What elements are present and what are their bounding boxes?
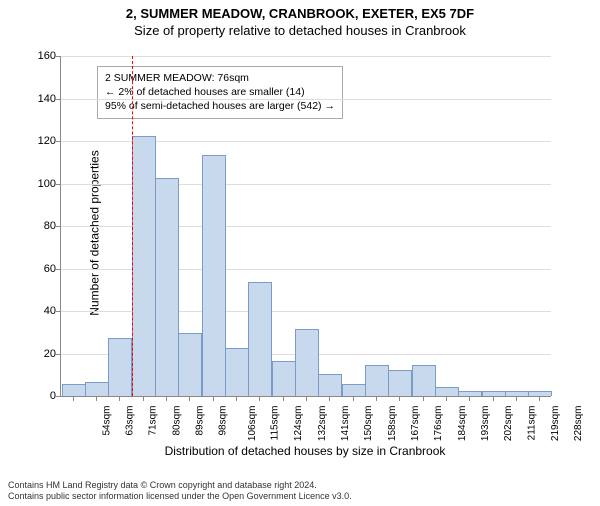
- y-tick: [56, 184, 61, 185]
- x-tick: [96, 396, 97, 401]
- x-tick-label: 150sqm: [363, 406, 374, 442]
- y-tick-label: 40: [26, 305, 56, 317]
- histogram-bar: [85, 382, 109, 396]
- histogram-bar: [108, 338, 132, 396]
- x-tick-label: 71sqm: [148, 406, 159, 436]
- histogram-bar: [412, 365, 436, 396]
- histogram-bar: [132, 136, 156, 396]
- y-tick-label: 0: [26, 390, 56, 402]
- x-tick: [143, 396, 144, 401]
- x-tick: [446, 396, 447, 401]
- x-tick-label: 80sqm: [171, 406, 182, 436]
- histogram-bar: [225, 348, 249, 396]
- histogram-bar: [155, 178, 179, 396]
- histogram-bar: [482, 391, 506, 396]
- histogram-bar: [388, 370, 412, 397]
- x-tick: [516, 396, 517, 401]
- y-tick: [56, 141, 61, 142]
- y-tick: [56, 99, 61, 100]
- x-tick-label: 106sqm: [247, 406, 258, 442]
- x-tick-label: 115sqm: [269, 406, 280, 441]
- histogram-bar: [435, 387, 459, 397]
- histogram-bar: [458, 391, 482, 396]
- y-tick-label: 20: [26, 348, 56, 360]
- x-tick: [306, 396, 307, 401]
- y-tick-label: 80: [26, 220, 56, 232]
- x-tick-label: 184sqm: [457, 406, 468, 442]
- x-tick: [166, 396, 167, 401]
- plot-region: 2 SUMMER MEADOW: 76sqm ← 2% of detached …: [60, 56, 551, 397]
- x-tick-label: 193sqm: [480, 406, 491, 442]
- legend-box: 2 SUMMER MEADOW: 76sqm ← 2% of detached …: [97, 66, 343, 119]
- x-tick-label: 228sqm: [573, 406, 584, 442]
- histogram-bar: [202, 155, 226, 396]
- y-tick: [56, 269, 61, 270]
- x-tick: [539, 396, 540, 401]
- legend-line-2: ← 2% of detached houses are smaller (14): [105, 85, 335, 99]
- x-tick-label: 158sqm: [387, 406, 398, 442]
- legend-line-1: 2 SUMMER MEADOW: 76sqm: [105, 71, 335, 85]
- x-tick: [259, 396, 260, 401]
- x-tick: [283, 396, 284, 401]
- x-tick-label: 141sqm: [340, 406, 351, 442]
- gridline: [61, 99, 551, 100]
- x-tick-label: 63sqm: [125, 406, 136, 436]
- x-tick: [236, 396, 237, 401]
- y-tick: [56, 56, 61, 57]
- x-axis-label: Distribution of detached houses by size …: [60, 444, 550, 458]
- x-tick: [189, 396, 190, 401]
- footer-line-2: Contains public sector information licen…: [8, 491, 352, 502]
- histogram-bar: [342, 384, 366, 396]
- y-tick-label: 60: [26, 263, 56, 275]
- x-tick: [329, 396, 330, 401]
- x-tick: [423, 396, 424, 401]
- x-tick: [469, 396, 470, 401]
- y-tick-label: 160: [26, 50, 56, 62]
- x-tick-label: 89sqm: [195, 406, 206, 436]
- x-tick-label: 132sqm: [317, 406, 328, 442]
- histogram-bar: [272, 361, 296, 396]
- y-tick: [56, 226, 61, 227]
- x-tick: [399, 396, 400, 401]
- y-tick: [56, 354, 61, 355]
- chart-title-sub: Size of property relative to detached ho…: [0, 23, 600, 38]
- x-tick-label: 176sqm: [433, 406, 444, 442]
- x-tick: [119, 396, 120, 401]
- footer-attribution: Contains HM Land Registry data © Crown c…: [8, 480, 352, 502]
- x-tick-label: 202sqm: [503, 406, 514, 442]
- x-tick-label: 219sqm: [550, 406, 561, 442]
- histogram-bar: [178, 333, 202, 396]
- x-tick-label: 167sqm: [410, 406, 421, 442]
- histogram-bar: [365, 365, 389, 396]
- x-tick-label: 54sqm: [101, 406, 112, 436]
- gridline: [61, 56, 551, 57]
- x-tick: [73, 396, 74, 401]
- legend-line-3: 95% of semi-detached houses are larger (…: [105, 99, 335, 113]
- x-tick: [493, 396, 494, 401]
- chart-title-main: 2, SUMMER MEADOW, CRANBROOK, EXETER, EX5…: [0, 6, 600, 21]
- x-tick: [376, 396, 377, 401]
- histogram-bar: [248, 282, 272, 396]
- reference-line: [132, 56, 133, 396]
- histogram-bar: [528, 391, 552, 396]
- x-tick-label: 124sqm: [293, 406, 304, 442]
- histogram-bar: [295, 329, 319, 396]
- y-tick: [56, 396, 61, 397]
- y-tick-label: 120: [26, 135, 56, 147]
- y-tick-label: 100: [26, 178, 56, 190]
- x-tick: [353, 396, 354, 401]
- histogram-bar: [62, 384, 86, 396]
- y-tick: [56, 311, 61, 312]
- x-tick-label: 211sqm: [526, 406, 537, 441]
- histogram-bar: [318, 374, 342, 396]
- x-tick-label: 98sqm: [218, 406, 229, 436]
- chart-area: Number of detached properties 2 SUMMER M…: [60, 56, 570, 426]
- y-tick-label: 140: [26, 93, 56, 105]
- x-tick: [213, 396, 214, 401]
- footer-line-1: Contains HM Land Registry data © Crown c…: [8, 480, 352, 491]
